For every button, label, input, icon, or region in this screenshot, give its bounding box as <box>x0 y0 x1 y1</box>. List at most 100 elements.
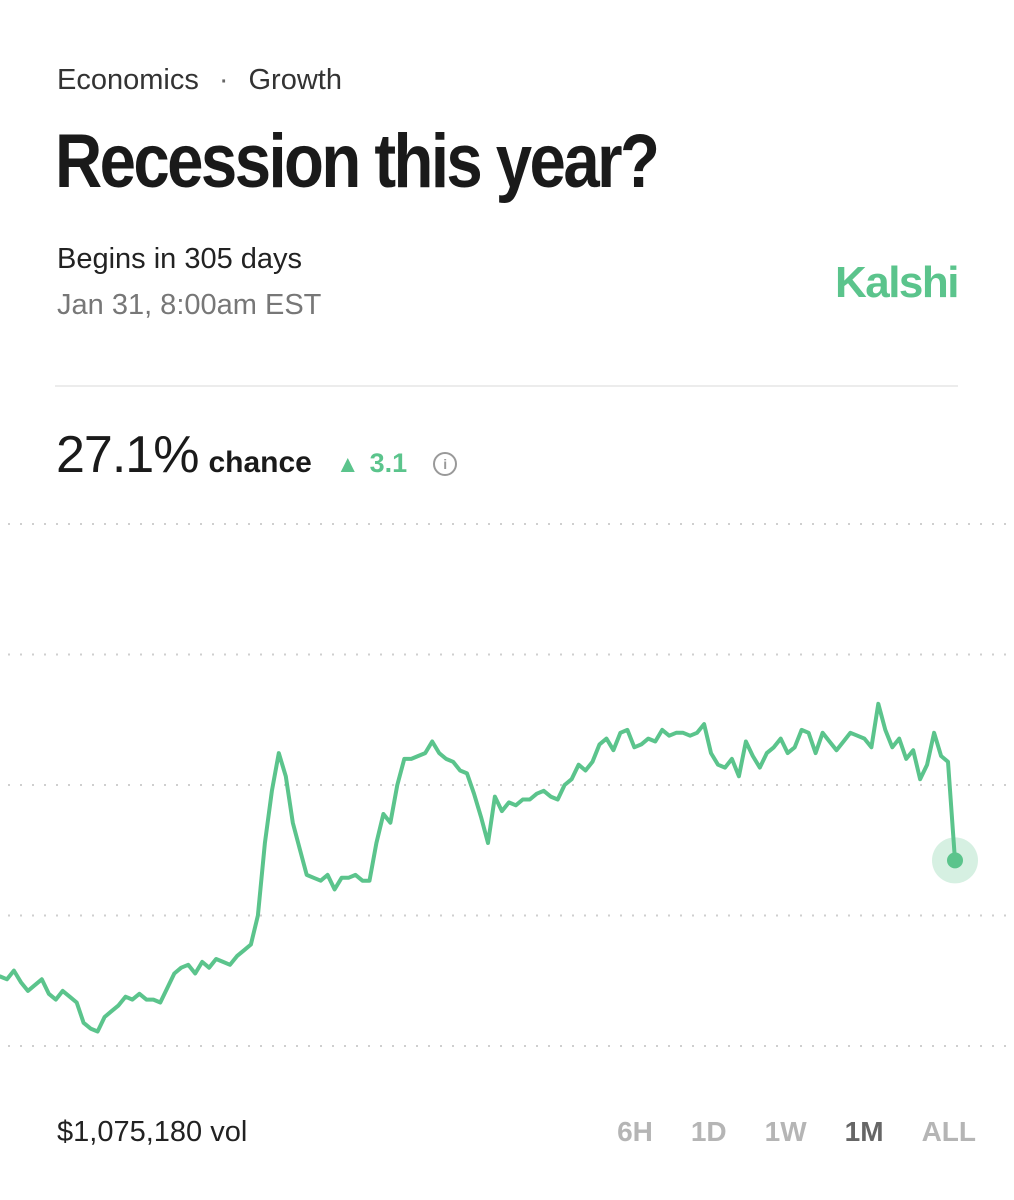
data-point <box>214 957 218 961</box>
data-point <box>486 841 490 845</box>
data-point <box>758 766 762 770</box>
current-point[interactable] <box>947 852 963 869</box>
data-point <box>144 998 148 1002</box>
data-point <box>54 998 58 1002</box>
data-point <box>584 769 588 773</box>
data-point <box>744 740 748 744</box>
data-point <box>918 777 922 781</box>
data-point <box>556 798 560 802</box>
data-point <box>437 751 441 755</box>
data-point <box>563 783 567 787</box>
data-point <box>646 737 650 741</box>
probability-label: chance <box>208 446 312 479</box>
data-point <box>277 751 281 755</box>
data-point <box>542 789 546 793</box>
data-point <box>521 798 525 802</box>
data-point <box>765 751 769 755</box>
probability-summary: 27.1% chance ▲ 3.1 i <box>56 425 458 485</box>
price-chart[interactable] <box>0 500 1014 1060</box>
range-all[interactable]: ALL <box>921 1116 976 1147</box>
data-point <box>695 731 699 735</box>
data-point <box>688 734 692 738</box>
data-point <box>611 748 615 752</box>
data-point <box>347 876 351 880</box>
data-point <box>639 742 643 746</box>
data-point <box>123 995 127 999</box>
data-point <box>597 742 601 746</box>
data-point <box>103 1015 107 1019</box>
data-point <box>828 740 832 744</box>
data-point <box>786 751 790 755</box>
data-point <box>472 792 476 796</box>
data-point <box>179 966 183 970</box>
breadcrumb-subcategory[interactable]: Growth <box>248 64 342 96</box>
data-point <box>228 963 232 967</box>
data-point <box>897 737 901 741</box>
data-point <box>82 1021 86 1025</box>
data-point <box>674 731 678 735</box>
data-point <box>946 760 950 764</box>
data-point <box>814 751 818 755</box>
breadcrumb-category[interactable]: Economics <box>57 64 199 96</box>
data-point <box>618 731 622 735</box>
brand-logo[interactable]: Kalshi <box>834 258 960 307</box>
data-point <box>723 766 727 770</box>
range-6h[interactable]: 6H <box>617 1116 653 1147</box>
data-point <box>409 757 413 761</box>
data-point <box>458 769 462 773</box>
range-1d[interactable]: 1D <box>690 1116 727 1147</box>
data-point <box>423 751 427 755</box>
data-point <box>751 754 755 758</box>
data-point <box>207 966 211 970</box>
data-point <box>312 876 316 880</box>
data-point <box>883 728 887 732</box>
data-point <box>821 731 825 735</box>
data-point <box>507 800 511 804</box>
data-point <box>19 980 23 984</box>
data-point <box>451 760 455 764</box>
data-point <box>137 992 141 996</box>
data-point <box>33 983 37 987</box>
data-point <box>834 748 838 752</box>
data-point <box>186 963 190 967</box>
info-icon[interactable]: i <box>433 452 458 476</box>
change-value: 3.1 <box>369 448 408 478</box>
data-point <box>395 783 399 787</box>
breadcrumb-separator: · <box>218 64 229 96</box>
data-point <box>925 763 929 767</box>
data-point <box>291 821 295 825</box>
data-point <box>151 998 155 1002</box>
data-point <box>40 977 44 981</box>
data-point <box>869 745 873 749</box>
data-point <box>904 757 908 761</box>
data-point <box>284 774 288 778</box>
range-1m[interactable]: 1M <box>844 1116 884 1147</box>
data-point <box>402 757 406 761</box>
data-point <box>577 763 581 767</box>
data-point <box>193 972 197 976</box>
data-point <box>625 728 629 732</box>
data-point <box>848 731 852 735</box>
data-point <box>360 879 364 883</box>
data-point <box>702 722 706 726</box>
data-point <box>632 745 636 749</box>
data-point <box>249 943 253 947</box>
range-1w[interactable]: 1W <box>764 1116 807 1147</box>
data-point <box>117 1003 121 1007</box>
data-point <box>305 873 309 877</box>
data-point <box>570 777 574 781</box>
data-point <box>855 734 859 738</box>
triangle-up-icon: ▲ <box>335 451 360 478</box>
begins-date: Jan 31, 8:00am EST <box>57 289 322 321</box>
data-point <box>932 731 936 735</box>
series-line <box>0 701 957 1034</box>
data-point <box>939 754 943 758</box>
data-point <box>242 948 246 952</box>
data-point <box>604 737 608 741</box>
data-point <box>911 748 915 752</box>
data-point <box>800 728 804 732</box>
data-point <box>256 914 260 918</box>
data-point <box>779 737 783 741</box>
data-point <box>667 734 671 738</box>
data-point <box>493 795 497 799</box>
